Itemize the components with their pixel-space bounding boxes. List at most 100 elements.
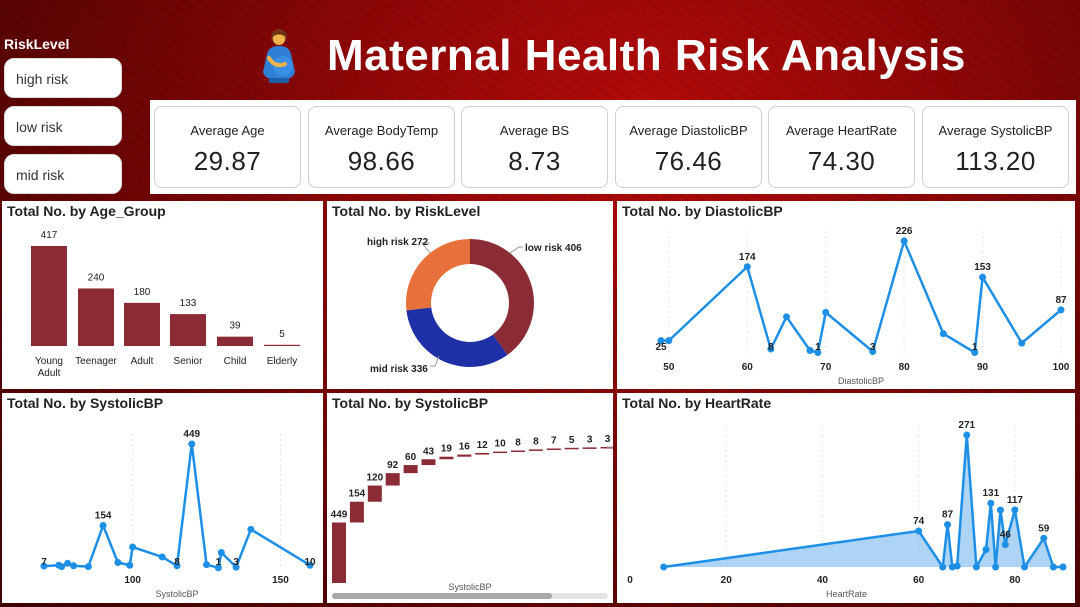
kpi-label: Average BS	[499, 123, 570, 138]
data-point	[247, 525, 255, 533]
data-label: 46	[1000, 530, 1012, 541]
data-label: 10	[304, 557, 316, 568]
data-label: 8	[768, 342, 774, 353]
waterfall-bar	[564, 447, 579, 450]
data-label: 92	[387, 460, 399, 471]
data-label: 154	[349, 489, 366, 500]
heartrate-area-chart: 74 87 271 131 46 117 59 0 20 40 60 80 HeartRate	[627, 420, 1067, 599]
chart-title: Total No. by HeartRate	[622, 395, 772, 411]
tick-label: 60	[913, 575, 925, 586]
data-point	[214, 564, 222, 572]
data-point	[126, 561, 134, 569]
chart-title: Total No. by RiskLevel	[332, 203, 481, 219]
kpi-label: Average DiastolicBP	[629, 123, 748, 138]
data-point	[173, 562, 181, 570]
chart-panel-systolicbp-waterfall[interactable]: Total No. by SystolicBP 449 154 120 92 60 43 1…	[327, 393, 613, 603]
data-label: 417	[41, 230, 58, 241]
tick-label: 50	[663, 362, 675, 373]
waterfall-bar	[493, 451, 508, 454]
data-label: 12	[477, 440, 489, 451]
data-point	[982, 545, 990, 553]
data-point	[1049, 563, 1057, 571]
chart-title: Total No. by Age_Group	[7, 203, 166, 219]
waterfall-bar	[403, 465, 418, 474]
data-point	[1040, 534, 1048, 542]
data-point	[99, 521, 107, 529]
data-point	[58, 563, 66, 571]
data-point	[1021, 563, 1029, 571]
data-label: 3	[233, 557, 239, 568]
tick-label: Adult	[131, 356, 154, 367]
tick-label: 0	[627, 575, 633, 586]
bar	[31, 246, 67, 346]
data-label: 87	[942, 510, 954, 521]
chart-panel-risklevel[interactable]: Total No. by RiskLevel low risk 406 high …	[327, 201, 613, 389]
axis-label: SystolicBP	[448, 582, 491, 592]
data-label: 10	[495, 439, 507, 450]
data-label: 16	[459, 442, 471, 453]
slicer-item-low-risk[interactable]: low risk	[4, 106, 122, 146]
data-label: 271	[958, 420, 975, 431]
chart-title: Total No. by DiastolicBP	[622, 203, 783, 219]
chart-panel-age-group[interactable]: Total No. by Age_Group 417 Young Adult 240 T…	[2, 201, 323, 389]
kpi-label: Average SystolicBP	[938, 123, 1053, 138]
series-line	[43, 442, 311, 569]
tick-label: Elderly	[267, 356, 298, 367]
data-point	[963, 431, 971, 439]
kpi-card-age: Average Age 29.87	[154, 106, 301, 188]
data-point	[306, 561, 314, 569]
data-label: 133	[180, 298, 197, 309]
data-point	[114, 558, 122, 566]
data-label: 7	[41, 557, 47, 568]
slicer-item-mid-risk[interactable]: mid risk	[4, 154, 122, 194]
data-point	[64, 559, 72, 567]
chart-panel-diastolicbp[interactable]: Total No. by DiastolicBP 25 174 8 1 3 226 1 153…	[617, 201, 1075, 389]
leader-line	[430, 355, 440, 367]
data-label: 131	[982, 488, 999, 499]
data-point	[188, 440, 196, 448]
chart-panel-heartrate[interactable]: Total No. by HeartRate 74 87 271 131 46 117 59…	[617, 393, 1075, 603]
data-label: 226	[896, 226, 913, 237]
tick-label: 20	[721, 575, 733, 586]
waterfall-bar	[439, 456, 454, 460]
slicer-item-high-risk[interactable]: high risk	[4, 58, 122, 98]
data-label: 8	[515, 438, 521, 449]
data-point	[939, 330, 947, 338]
kpi-value: 8.73	[508, 146, 561, 176]
tick-label: Senior	[174, 356, 204, 367]
bar	[264, 344, 300, 346]
leader-line	[509, 246, 523, 254]
data-label: 3	[587, 434, 593, 445]
kpi-card-diastolicbp: Average DiastolicBP 76.46	[615, 106, 762, 188]
tick-label: 100	[124, 575, 141, 586]
data-label: 43	[423, 446, 435, 457]
data-label: 153	[974, 262, 991, 273]
data-label: 449	[331, 509, 348, 520]
page-title: Maternal Health Risk Analysis	[327, 31, 966, 80]
data-label: mid risk 336	[370, 364, 428, 375]
data-point	[203, 561, 211, 569]
data-point	[40, 562, 48, 570]
pregnant-person-icon	[263, 29, 295, 83]
tick-label: 70	[820, 362, 832, 373]
data-point	[900, 237, 908, 245]
bar	[78, 288, 114, 346]
waterfall-bar	[600, 447, 613, 449]
data-point	[979, 273, 987, 281]
data-label: 1	[815, 342, 821, 353]
waterfall-bar	[332, 522, 346, 583]
data-label: 74	[913, 516, 925, 527]
waterfall-bar	[421, 459, 436, 466]
data-label: 240	[88, 272, 105, 283]
data-point	[1057, 306, 1065, 314]
data-label: 8	[533, 436, 539, 447]
data-point	[657, 337, 665, 345]
chart-panel-systolicbp-line[interactable]: Total No. by SystolicBP 7 154 8 449 1 3 10 100 1…	[2, 393, 323, 603]
data-point	[814, 349, 822, 357]
data-point	[944, 521, 952, 529]
waterfall-bar	[582, 447, 597, 449]
kpi-value: 76.46	[654, 146, 723, 176]
data-label: 1	[216, 557, 222, 568]
kpi-label: Average Age	[190, 123, 265, 138]
kpi-value: 29.87	[193, 146, 262, 176]
